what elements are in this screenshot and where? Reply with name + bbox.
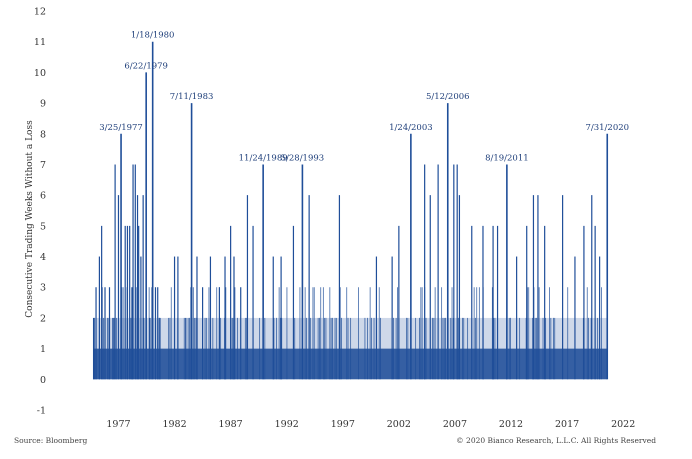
annotation-label: 1/18/1980: [131, 31, 175, 41]
y-tick-label: 3: [40, 283, 46, 294]
y-tick-label: 4: [40, 252, 46, 263]
copyright-note: © 2020 Bianco Research, L.L.C. All Right…: [456, 436, 656, 445]
bar-series: [92, 41, 609, 380]
y-tick-label: 6: [40, 191, 46, 202]
annotation-label: 5/28/1993: [281, 153, 325, 163]
x-tick-label: 2012: [499, 419, 523, 430]
y-tick-label: -1: [37, 406, 46, 417]
source-note: Source: Bloomberg: [14, 436, 87, 445]
annotations: 3/25/1977 6/22/1979 1/18/1980 7/11/1983 11/2…: [99, 31, 629, 164]
x-tick-label: 2022: [611, 419, 635, 430]
y-axis-label: Consecutive Trading Weeks Without a Loss: [25, 120, 35, 318]
x-tick-label: 1987: [219, 419, 243, 430]
y-tick-label: 1: [40, 344, 46, 355]
annotation-label: 5/12/2006: [426, 92, 470, 102]
annotation-label: 3/25/1977: [99, 123, 143, 133]
annotation-label: 7/11/1983: [170, 92, 214, 102]
y-tick-label: 10: [34, 68, 46, 79]
annotation-label: 1/24/2003: [389, 123, 433, 133]
annotation-label: 7/31/2020: [585, 123, 629, 133]
x-tick-label: 2017: [555, 419, 579, 430]
y-tick-label: 5: [40, 221, 46, 232]
x-axis-ticks: 1977 1982 1987 1992 1997 2002 2007 2012 2017 2022: [106, 419, 635, 430]
y-tick-label: 0: [40, 375, 46, 386]
annotation-label: 8/19/2011: [485, 153, 529, 163]
x-tick-label: 1982: [162, 419, 186, 430]
y-tick-label: 9: [40, 99, 46, 110]
x-tick-label: 2002: [387, 419, 411, 430]
x-tick-label: 1997: [331, 419, 355, 430]
y-tick-label: 2: [40, 313, 46, 324]
x-tick-label: 1977: [106, 419, 130, 430]
y-tick-label: 8: [40, 129, 46, 140]
annotation-label: 11/24/1989: [239, 153, 288, 163]
y-tick-label: 7: [40, 160, 46, 171]
x-tick-label: 2007: [443, 419, 467, 430]
y-tick-label: 11: [34, 37, 46, 48]
x-tick-label: 1992: [275, 419, 299, 430]
annotation-label: 6/22/1979: [124, 61, 168, 71]
y-tick-label: 12: [34, 7, 46, 18]
